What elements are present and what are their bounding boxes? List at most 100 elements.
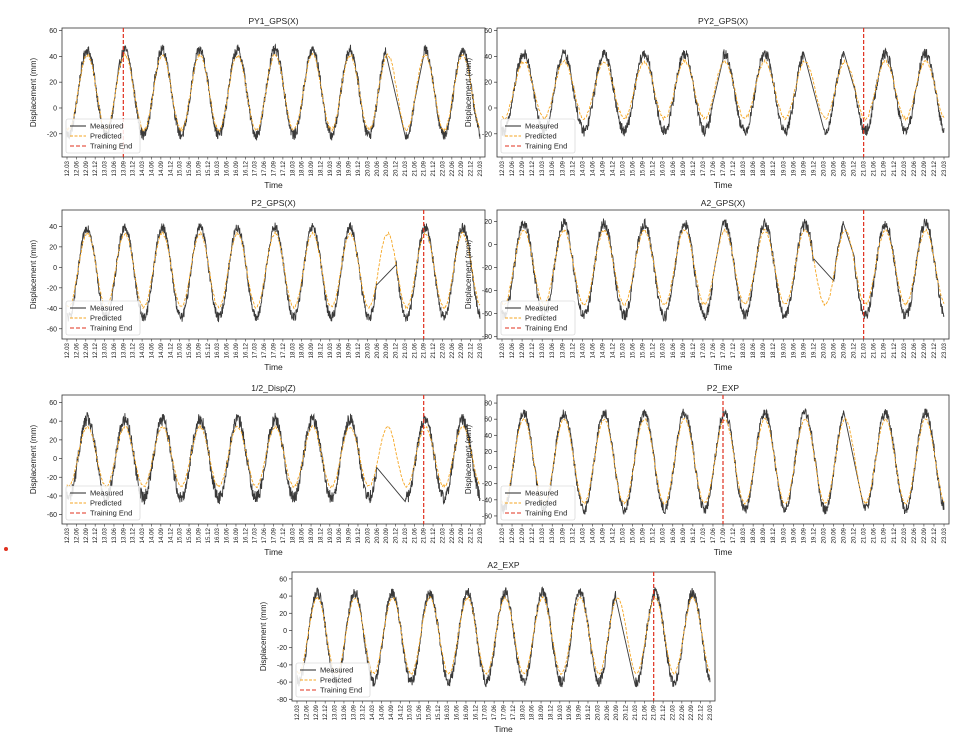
x-tick-label: 19.09 [576,704,583,720]
x-tick-label: 20.09 [613,704,620,720]
x-tick-label: 15.12 [205,342,212,358]
x-tick-label: 12.09 [83,160,90,176]
x-tick-label: 21.03 [861,342,868,358]
y-tick-label: -40 [482,497,492,504]
x-tick-label: 14.12 [167,160,174,176]
x-tick-label: 21.06 [411,342,418,358]
legend-entry: Training End [90,509,132,518]
x-tick-label: 14.06 [589,342,596,358]
x-tick-label: 19.06 [336,160,343,176]
x-tick-label: 18.06 [299,527,306,543]
y-tick-label: -20 [482,265,492,272]
chart-panel-2: PY2_GPS(X) -20 0 20 40 60 Displacement (mm) 12.… [464,16,950,190]
x-tick-label: 23.03 [707,704,714,720]
chart-panel-3: P2_GPS(X) -60 -40 -20 0 20 40 Displacement (mm)… [29,198,486,372]
x-tick-label: 19.06 [336,527,343,543]
x-tick-label: 19.09 [800,160,807,176]
x-tick-label: 13.12 [130,527,137,543]
x-tick-label: 17.06 [261,527,268,543]
x-tick-label: 12.09 [83,342,90,358]
x-tick-label: 14.12 [610,527,617,543]
y-tick-label: -40 [482,288,492,295]
x-tick-label: 14.03 [139,527,146,543]
x-tick-label: 17.06 [261,160,268,176]
y-tick-label: 60 [484,28,492,35]
x-tick-label: 19.03 [327,160,334,176]
x-tick-label: 18.06 [750,527,757,543]
x-tick-label: 21.09 [421,342,428,358]
x-tick-label: 12.03 [64,342,71,358]
x-tick-label: 21.09 [881,342,888,358]
series-line-predicted [501,58,945,122]
x-tick-label: 16.12 [242,527,249,543]
x-tick-label: 21.06 [411,160,418,176]
x-tick-label: 22.12 [931,342,938,358]
legend-entry: Predicted [525,132,557,141]
x-tick-label: 14.03 [139,342,146,358]
plot-area [501,218,945,323]
series-line-measured [66,43,481,141]
x-tick-label: 20.09 [383,160,390,176]
x-tick-label: 14.06 [378,704,385,720]
y-tick-label: 40 [49,54,57,61]
x-axis-label: Time [494,724,513,734]
x-tick-label: 17.09 [720,342,727,358]
x-tick-label: 22.03 [901,160,908,176]
x-tick-label: 20.09 [841,160,848,176]
x-tick-label: 15.03 [620,527,627,543]
x-tick-label: 15.12 [205,527,212,543]
x-tick-label: 21.12 [430,527,437,543]
y-tick-label: 20 [484,219,492,226]
x-tick-label: 16.03 [214,342,221,358]
x-tick-label: 21.12 [430,342,437,358]
x-tick-label: 12.06 [509,527,516,543]
x-tick-label: 13.06 [549,160,556,176]
x-tick-label: 16.12 [242,342,249,358]
x-tick-label: 15.03 [620,160,627,176]
y-tick-label: 60 [49,28,57,35]
x-tick-label: 19.09 [800,342,807,358]
x-tick-label: 21.12 [891,527,898,543]
legend-entry: Training End [525,142,567,151]
x-tick-label: 19.03 [557,704,564,720]
x-tick-label: 12.06 [303,704,310,720]
x-tick-label: 12.03 [499,160,506,176]
y-tick-label: 20 [49,244,57,251]
x-tick-label: 13.06 [549,527,556,543]
x-tick-label: 20.12 [393,160,400,176]
x-tick-label: 15.09 [425,704,432,720]
x-tick-label: 16.03 [660,160,667,176]
x-tick-label: 22.12 [931,160,938,176]
x-tick-label: 19.03 [327,342,334,358]
x-tick-label: 15.12 [435,704,442,720]
x-tick-label: 19.12 [355,527,362,543]
x-tick-label: 15.03 [177,527,184,543]
chart-title: A2_GPS(X) [701,198,746,208]
x-tick-label: 12.06 [509,342,516,358]
x-tick-label: 21.03 [402,342,409,358]
x-tick-label: 16.12 [472,704,479,720]
x-tick-label: 12.03 [64,527,71,543]
legend-entry: Training End [525,324,567,333]
x-tick-label: 21.09 [881,527,888,543]
legend-entry: Training End [90,142,132,151]
x-tick-label: 19.03 [780,342,787,358]
x-tick-label: 18.06 [750,160,757,176]
y-tick-label: 40 [484,433,492,440]
y-tick-label: -20 [482,481,492,488]
x-tick-label: 19.03 [327,527,334,543]
x-tick-label: 22.12 [931,527,938,543]
x-tick-label: 21.06 [871,160,878,176]
x-tick-label: 20.09 [841,527,848,543]
series-line-measured [501,218,945,323]
y-tick-label: -20 [47,285,57,292]
x-tick-label: 19.06 [790,527,797,543]
x-tick-label: 16.09 [680,527,687,543]
x-tick-label: 13.12 [130,160,137,176]
y-tick-label: 0 [488,465,492,472]
x-tick-label: 19.03 [780,160,787,176]
